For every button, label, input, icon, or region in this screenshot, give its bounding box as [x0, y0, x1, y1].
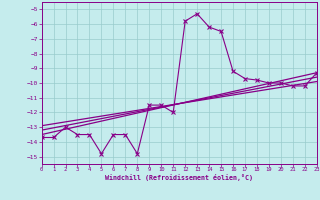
- X-axis label: Windchill (Refroidissement éolien,°C): Windchill (Refroidissement éolien,°C): [105, 174, 253, 181]
